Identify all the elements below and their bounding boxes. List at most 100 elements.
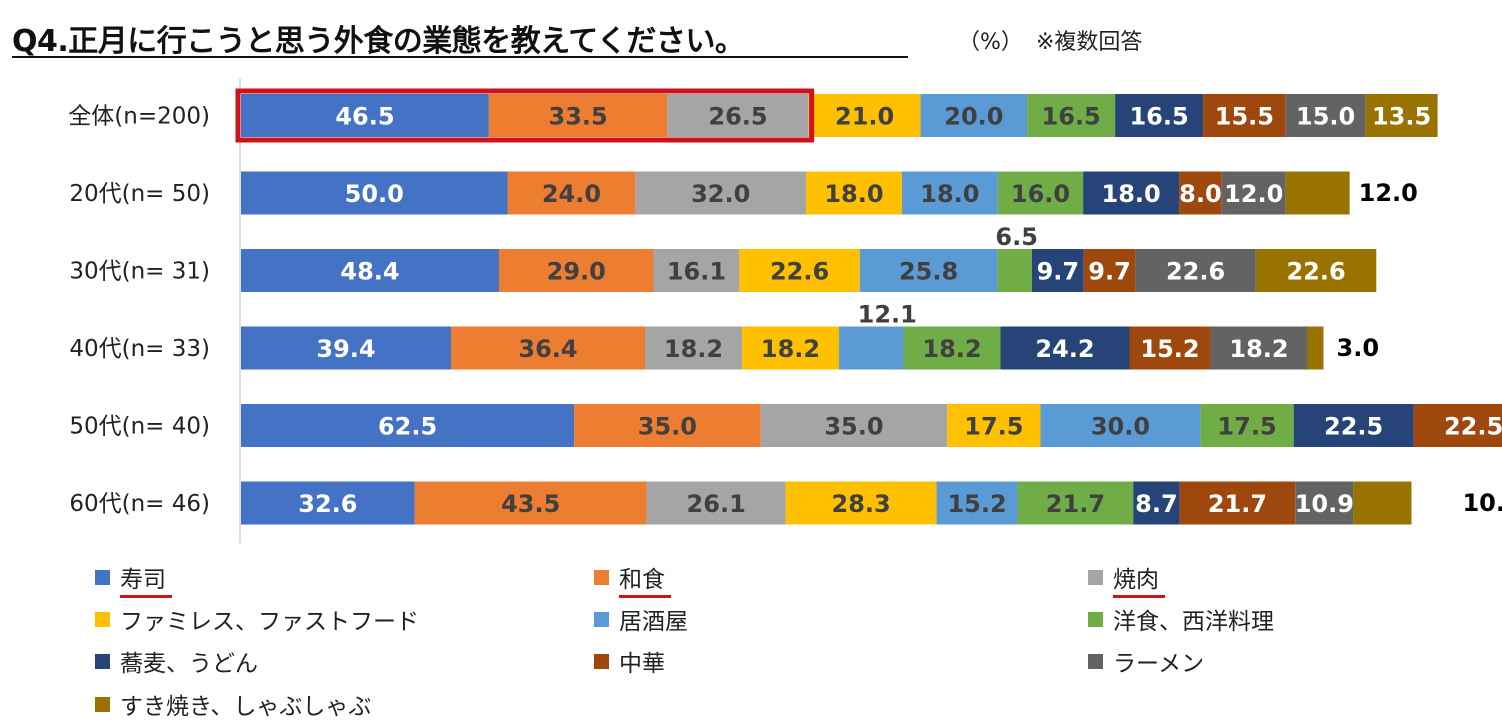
bar-segment <box>1031 249 1084 292</box>
data-label: 26.5 <box>708 103 767 131</box>
data-label: 17.5 <box>1217 413 1276 441</box>
data-label: 39.4 <box>316 335 375 363</box>
data-label: 18.0 <box>824 180 883 208</box>
data-label: 35.0 <box>638 413 697 441</box>
bar-segment <box>805 171 902 215</box>
bar-segment <box>901 171 998 215</box>
data-label: 15.5 <box>1215 103 1274 131</box>
legend-underline <box>619 595 671 598</box>
data-label: 22.5 <box>1444 413 1502 441</box>
data-label: 46.5 <box>335 103 394 131</box>
data-label: 22.6 <box>1286 258 1345 286</box>
bar-segment <box>1203 94 1286 137</box>
bar-segment <box>1293 404 1414 447</box>
data-label: 9.7 <box>1037 258 1080 286</box>
bar-segment <box>1115 94 1204 137</box>
data-label: 26.1 <box>687 490 746 518</box>
bar-segment <box>1200 404 1294 447</box>
bar-segment <box>997 171 1084 215</box>
bar-segment <box>1353 481 1412 525</box>
data-label: 18.2 <box>664 335 723 363</box>
bar-segment <box>739 249 860 292</box>
data-label: 17.5 <box>964 413 1023 441</box>
data-label: 18.2 <box>761 335 820 363</box>
bar-segment <box>1133 481 1180 525</box>
bar-segment <box>646 481 786 525</box>
bar-segment <box>1285 94 1366 137</box>
bar-segment <box>1413 404 1502 447</box>
legend-swatch <box>1088 611 1103 627</box>
chart-title: Q4.正月に行こうと思う外食の業態を教えてください。 <box>12 24 745 59</box>
data-label: 22.5 <box>1324 413 1383 441</box>
legend-item: すき焼き、しゃぶしゃぶ <box>95 689 372 720</box>
data-label: 16.5 <box>1042 103 1101 131</box>
bar-segment <box>997 249 1032 292</box>
bar-segment <box>1017 481 1134 525</box>
bar-segment <box>488 94 668 137</box>
legend-underline <box>120 595 172 598</box>
bar-segment <box>1221 171 1286 215</box>
legend-item: 洋食、西洋料理 <box>1088 604 1274 635</box>
legend-swatch <box>594 653 609 669</box>
unit-label: （%） <box>958 30 1023 55</box>
data-label: 50.0 <box>345 180 404 208</box>
bar-segment <box>241 171 508 215</box>
bar-segment <box>241 404 575 447</box>
data-label: 20.0 <box>944 103 1003 131</box>
legend-label: 洋食、西洋料理 <box>1113 609 1274 635</box>
legend-item: ラーメン <box>1088 646 1205 677</box>
legend-item: 焼肉 <box>1088 562 1165 598</box>
bar-segment <box>635 171 806 215</box>
bar-segment <box>1040 404 1201 447</box>
bar-segment <box>241 249 499 292</box>
category-label: 20代(n= 50) <box>69 181 210 207</box>
data-label: 6.5 <box>995 223 1038 251</box>
stacked-bar-chart: 全体(n=200) 46.5 33.5 26.5 21.0 20.0 16.5 16.5 15.… <box>68 78 1502 543</box>
bar-segment <box>574 404 761 447</box>
legend-item: 寿司 <box>95 562 172 598</box>
data-label: 21.7 <box>1046 490 1105 518</box>
legend-swatch <box>95 611 110 627</box>
data-label: 43.5 <box>501 490 560 518</box>
bar-segment <box>1285 171 1350 215</box>
bar-segment <box>760 404 948 447</box>
bar-segment <box>1027 94 1116 137</box>
data-label: 12.0 <box>1359 179 1418 207</box>
data-label: 36.4 <box>518 335 577 363</box>
category-label: 30代(n= 31) <box>69 259 210 285</box>
legend-label: 和食 <box>619 560 671 598</box>
legend-label: ラーメン <box>1113 651 1205 677</box>
bar-segment <box>653 249 740 292</box>
bar-segment <box>936 481 1018 525</box>
data-label: 10.9 <box>1295 490 1354 518</box>
legend-label: すき焼き、しゃぶしゃぶ <box>120 694 372 720</box>
highlight-box <box>235 88 815 143</box>
data-label: 24.2 <box>1035 335 1094 363</box>
data-label: 18.0 <box>1102 180 1161 208</box>
bar-segment <box>1000 326 1130 370</box>
data-label: 33.5 <box>549 103 608 131</box>
legend-underline <box>1113 595 1165 598</box>
bar-segment <box>1210 326 1308 370</box>
data-label: 18.2 <box>922 335 981 363</box>
data-label: 3.0 <box>1337 334 1380 362</box>
legend-swatch <box>594 611 609 627</box>
bar-segment <box>1295 481 1354 525</box>
legend-swatch <box>95 653 110 669</box>
legend-label: ファミレス、ファストフード <box>120 609 419 635</box>
data-label: 16.1 <box>667 258 726 286</box>
bar-segment <box>507 171 636 215</box>
bar-segment <box>1083 171 1180 215</box>
bar-segment <box>241 481 415 525</box>
data-label: 16.5 <box>1129 103 1188 131</box>
bar-segment <box>1129 326 1211 370</box>
data-label: 35.0 <box>824 413 883 441</box>
bar-segment <box>947 404 1041 447</box>
category-label: 60代(n= 46) <box>69 491 210 517</box>
data-label: 62.5 <box>378 413 437 441</box>
bar-segment <box>414 481 647 525</box>
bar-segment <box>839 326 904 370</box>
note-label: ※複数回答 <box>1036 30 1143 55</box>
data-label: 12.0 <box>1224 180 1283 208</box>
legend-swatch <box>95 696 110 712</box>
